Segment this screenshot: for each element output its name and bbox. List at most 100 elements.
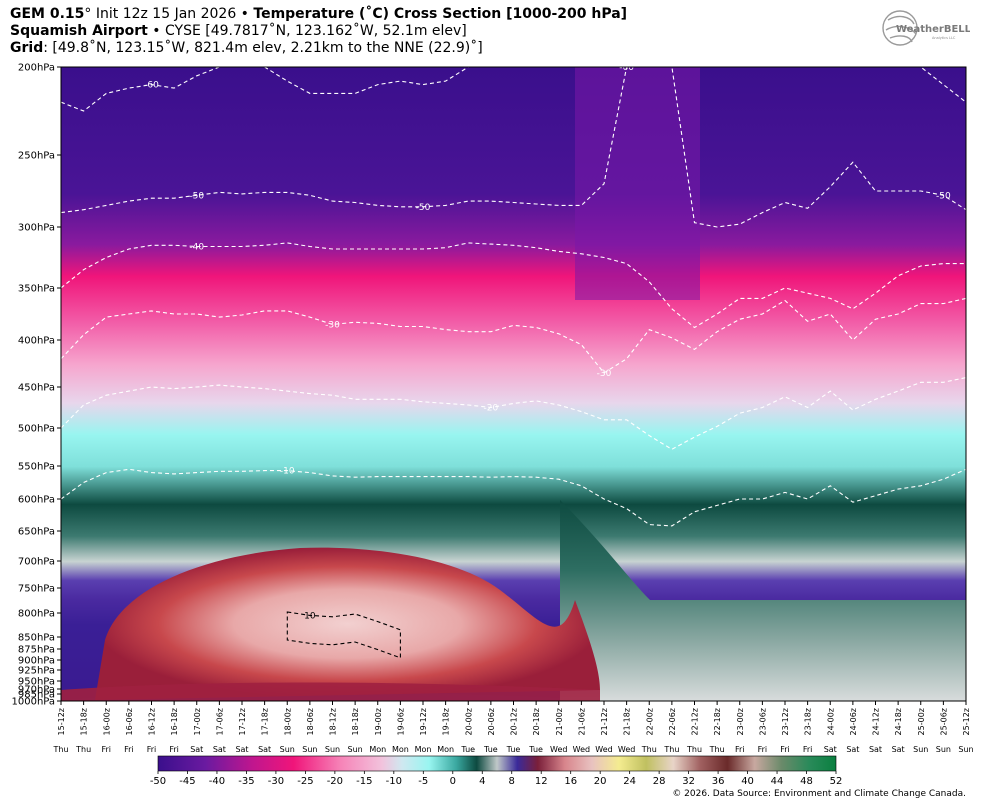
station-detail: • CYSE [49.7817˚N, 123.162˚W, 52.1m elev…	[147, 23, 467, 39]
x-day-label: Sun	[302, 745, 317, 754]
y-tick-label: 970hPa	[18, 685, 55, 696]
x-tick-label: 18-12z	[329, 708, 338, 735]
x-tick-label: 21-00z	[555, 708, 564, 735]
isotherm-label: -30	[325, 320, 340, 330]
x-tick-label: 16-00z	[102, 708, 111, 735]
y-tick-label: 985hPa	[18, 690, 55, 701]
x-day-label: Sat	[258, 745, 271, 754]
x-tick-label: 21-18z	[623, 708, 632, 735]
x-day-label: Wed	[573, 745, 590, 754]
colorbar-tick-label: -30	[268, 776, 284, 787]
colorbar-tick-label: 20	[594, 776, 607, 787]
x-day-label: Fri	[169, 745, 179, 754]
colorbar-tick-label: 44	[771, 776, 784, 787]
x-day-label: Wed	[618, 745, 635, 754]
x-day-label: Sun	[936, 745, 951, 754]
x-day-label: Mon	[437, 745, 454, 754]
colorbar-tick-label: -35	[238, 776, 254, 787]
grid-detail: : [49.8˚N, 123.15˚W, 821.4m elev, 2.21km…	[43, 40, 483, 56]
title-line-3: Grid: [49.8˚N, 123.15˚W, 821.4m elev, 2.…	[10, 39, 483, 57]
x-day-label: Thu	[52, 745, 68, 754]
degree-mark: °	[84, 6, 92, 22]
x-day-label: Mon	[369, 745, 386, 754]
x-tick-label: 18-18z	[351, 708, 360, 735]
colorbar-tick-label: 12	[535, 776, 548, 787]
x-tick-label: 23-12z	[781, 708, 790, 735]
colorbar-tick-label: 28	[653, 776, 666, 787]
title-line-2: Squamish Airport • CYSE [49.7817˚N, 123.…	[10, 22, 467, 40]
y-tick-label: 875hPa	[18, 645, 55, 656]
copyright-note: © 2026. Data Source: Environment and Cli…	[672, 789, 966, 799]
y-tick-label: 550hPa	[18, 462, 55, 473]
x-tick-label: 25-12z	[962, 708, 971, 735]
y-tick-label: 950hPa	[18, 677, 55, 688]
colorbar-tick-label: -10	[386, 776, 402, 787]
x-day-label: Mon	[392, 745, 409, 754]
colorbar-tick-label: 16	[564, 776, 577, 787]
x-tick-label: 16-06z	[125, 708, 134, 735]
x-tick-label: 15-18z	[80, 708, 89, 735]
y-tick-label: 700hPa	[18, 557, 55, 568]
colorbar-tick-label: 0	[450, 776, 456, 787]
x-tick-label: 21-06z	[577, 708, 586, 735]
x-tick-label: 21-12z	[600, 708, 609, 735]
x-day-label: Fri	[101, 745, 111, 754]
y-tick-label: 1000hPa	[12, 697, 56, 708]
colorbar-tick-label: -45	[179, 776, 195, 787]
lower-warm-base	[61, 682, 600, 701]
x-day-label: Tue	[506, 745, 521, 754]
weatherbell-logo: WeatherBELL Analytics LLC	[882, 10, 970, 46]
x-day-label: Fri	[758, 745, 768, 754]
isotherm--40	[61, 242, 966, 329]
x-day-label: Sat	[235, 745, 248, 754]
x-day-label: Sun	[325, 745, 340, 754]
x-tick-label: 25-06z	[939, 708, 948, 735]
x-day-label: Sat	[892, 745, 905, 754]
y-tick-label: 250hPa	[18, 151, 55, 162]
x-day-label: Sun	[913, 745, 928, 754]
x-day-label: Tue	[483, 745, 498, 754]
x-day-label: Thu	[641, 745, 657, 754]
x-tick-label: 24-12z	[872, 708, 881, 735]
upper-purple-band	[575, 67, 700, 300]
x-day-label: Fri	[124, 745, 134, 754]
y-tick-label: 300hPa	[18, 223, 55, 234]
y-tick-label: 850hPa	[18, 633, 55, 644]
x-day-label: Sat	[869, 745, 882, 754]
x-tick-label: 18-06z	[306, 708, 315, 735]
colorbar-tick-label: 40	[741, 776, 754, 787]
x-tick-label: 20-06z	[487, 708, 496, 735]
x-day-label: Fri	[780, 745, 790, 754]
y-tick-label: 200hPa	[18, 63, 55, 74]
colorbar-gradient	[157, 755, 837, 772]
grid-label: Grid	[10, 40, 44, 56]
colorbar-tick-label: -25	[297, 776, 313, 787]
isotherm--50	[61, 67, 966, 228]
isotherm-label: -60	[619, 63, 634, 73]
x-tick-label: 20-18z	[532, 708, 541, 735]
x-tick-label: 19-12z	[419, 708, 428, 735]
warm-core	[95, 547, 600, 700]
x-tick-label: 19-06z	[396, 708, 405, 735]
x-tick-label: 20-12z	[510, 708, 519, 735]
x-day-label: Sun	[348, 745, 363, 754]
isotherm-label: -20	[484, 404, 499, 414]
x-day-label: Fri	[803, 745, 813, 754]
colorbar-tick-label: 48	[800, 776, 813, 787]
colorbar-tick-label: -15	[356, 776, 372, 787]
isotherm-label: -60	[144, 81, 159, 91]
x-day-label: Thu	[709, 745, 725, 754]
isotherm-label: -50	[936, 191, 951, 201]
x-day-label: Fri	[147, 745, 157, 754]
x-day-label: Tue	[460, 745, 475, 754]
y-tick-label: 600hPa	[18, 495, 55, 506]
isotherm-label: -40	[189, 243, 204, 253]
x-tick-label: 17-18z	[261, 708, 270, 735]
isotherm-label: -50	[189, 191, 204, 201]
colorbar-tick-label: -40	[209, 776, 225, 787]
colorbar-tick-label: -5	[418, 776, 428, 787]
x-tick-label: 16-18z	[170, 708, 179, 735]
x-tick-label: 23-18z	[804, 708, 813, 735]
y-tick-label: 500hPa	[18, 424, 55, 435]
